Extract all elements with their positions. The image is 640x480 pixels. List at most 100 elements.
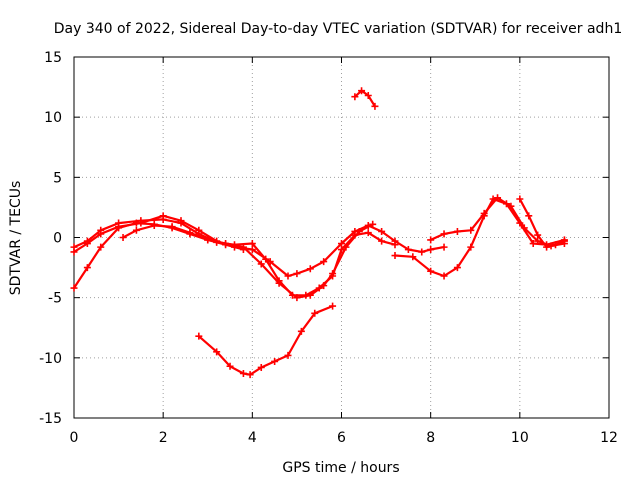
series-line — [353, 89, 376, 108]
data-point — [404, 246, 412, 254]
data-point — [70, 284, 78, 292]
series-arc-h — [427, 194, 568, 250]
data-point — [320, 258, 328, 266]
data-point — [560, 237, 568, 245]
data-point — [246, 371, 254, 379]
x-tick-label: 4 — [248, 430, 257, 446]
data-point — [213, 348, 221, 356]
data-point — [391, 241, 399, 249]
chart-title: Day 340 of 2022, Sidereal Day-to-day VTE… — [54, 21, 622, 37]
series-arc-c — [70, 219, 377, 302]
series-line — [72, 222, 374, 299]
data-point — [306, 265, 314, 273]
data-point — [150, 221, 158, 229]
data-point — [453, 227, 461, 235]
data-point — [239, 246, 247, 254]
data-point — [222, 241, 230, 249]
data-point — [358, 87, 366, 95]
series-arc-d — [119, 221, 247, 254]
data-point — [391, 252, 399, 260]
data-point — [83, 264, 91, 272]
y-tick-label: -15 — [39, 411, 62, 427]
x-tick-label: 8 — [426, 430, 435, 446]
data-point — [543, 243, 551, 251]
x-tick-label: 2 — [159, 430, 168, 446]
data-point — [552, 241, 559, 249]
data-point — [467, 243, 475, 251]
data-point — [115, 224, 123, 232]
data-point — [427, 267, 435, 275]
data-point — [262, 255, 270, 263]
data-point — [507, 202, 515, 210]
data-point — [351, 93, 359, 101]
data-point — [297, 327, 305, 335]
data-point — [186, 229, 194, 237]
data-point — [494, 194, 502, 202]
data-point — [97, 226, 105, 234]
data-point — [132, 226, 140, 234]
y-tick-label: 0 — [53, 231, 62, 247]
data-point — [177, 219, 185, 227]
data-point — [529, 240, 537, 248]
data-point — [306, 291, 314, 299]
data-point — [427, 246, 435, 254]
data-point — [534, 231, 542, 239]
series-line — [72, 218, 397, 297]
data-point — [239, 369, 247, 377]
data-point — [248, 240, 256, 248]
data-point — [378, 227, 386, 235]
data-point — [168, 223, 176, 231]
data-point — [204, 236, 212, 244]
series-arc-i — [516, 195, 568, 251]
data-point — [271, 357, 279, 365]
data-point — [195, 332, 203, 340]
tick-layer: 0 2 4 6 8 10 12 -15 -10 -5 0 5 10 15 — [39, 50, 618, 446]
data-point — [371, 102, 379, 110]
data-point — [427, 236, 435, 244]
series-line — [197, 305, 334, 376]
y-tick-label: 15 — [44, 50, 62, 66]
data-point — [342, 243, 350, 251]
data-point — [159, 215, 167, 223]
data-point — [97, 243, 105, 251]
x-tick-label: 12 — [600, 430, 618, 446]
series-layer — [70, 87, 568, 379]
series-line — [429, 196, 566, 247]
series-line — [518, 197, 566, 249]
series-arc-e — [195, 302, 337, 379]
data-point — [409, 253, 417, 261]
data-point — [525, 212, 533, 220]
y-axis-label: SDTVAR / TECUs — [8, 181, 24, 296]
data-point — [329, 302, 337, 310]
data-point — [520, 224, 528, 232]
data-point — [440, 230, 448, 238]
data-point — [338, 240, 345, 248]
data-point — [119, 234, 127, 241]
data-point — [516, 195, 524, 203]
x-tick-label: 0 — [70, 430, 79, 446]
x-tick-label: 10 — [511, 430, 529, 446]
data-point — [83, 237, 91, 245]
series-arc-f — [351, 87, 379, 110]
x-tick-label: 6 — [337, 430, 346, 446]
data-point — [467, 226, 475, 234]
data-point — [70, 243, 78, 251]
data-point — [369, 220, 377, 228]
data-point — [284, 272, 292, 280]
y-tick-label: 5 — [53, 170, 62, 186]
data-point — [132, 219, 140, 227]
grid-layer — [74, 57, 609, 418]
data-point — [355, 227, 363, 235]
data-point — [453, 264, 461, 272]
data-point — [364, 229, 372, 237]
data-point — [364, 92, 372, 100]
data-point — [293, 294, 301, 302]
data-point — [284, 351, 292, 359]
data-point — [226, 362, 234, 370]
data-point — [320, 282, 328, 290]
series-arc-g — [391, 195, 568, 280]
data-point — [257, 260, 265, 268]
data-point — [311, 309, 319, 317]
y-tick-label: -10 — [39, 351, 62, 367]
